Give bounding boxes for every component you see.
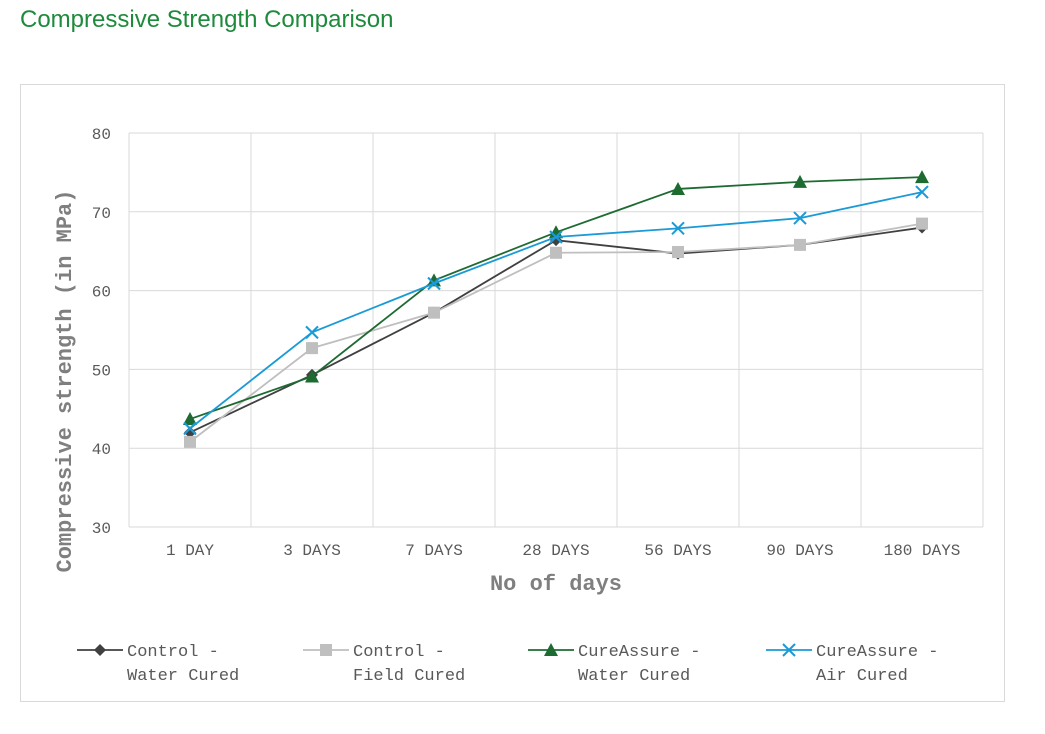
data-point [671,181,685,195]
legend-swatch-marker [94,644,106,656]
data-point [427,276,441,291]
legend-item: CureAssure - Air Cured [766,643,938,686]
y-tick-label: 60 [92,284,111,302]
y-tick-label: 30 [92,520,111,538]
data-point [428,306,440,319]
legend-label: Water Cured [127,667,239,686]
legend-label: Field Cured [353,667,465,686]
legend-swatch-marker [320,644,332,656]
x-tick-label: 7 DAYS [405,542,463,560]
data-point [671,221,685,236]
legend-item: Control - Water Cured [77,643,239,686]
data-point [184,426,196,439]
legend-swatch-marker [782,643,796,657]
chart-frame: 30 40 50 60 70 80 1 DAY 3 DAYS 7 DAYS 28 DAYS 56 … [20,84,1005,702]
x-axis-ticks: 1 DAY 3 DAYS 7 DAYS 28 DAYS 56 DAYS 90 DAYS 18… [166,542,960,560]
chart-legend: Control - Water Cured Control - Field Cured… [77,643,938,686]
x-tick-label: 28 DAYS [522,542,589,560]
y-axis-title: Compressive strength (in MPa) [53,190,78,573]
data-point [184,435,196,448]
x-tick-label: 180 DAYS [884,542,961,560]
x-tick-label: 56 DAYS [644,542,711,560]
data-point [305,325,319,340]
x-tick-label: 90 DAYS [766,542,833,560]
marker-stroke [782,643,796,657]
data-point [549,230,563,244]
chart-gridlines [128,132,984,528]
x-tick-label: 1 DAY [166,542,214,560]
data-point [183,412,197,426]
series-3 [183,170,929,426]
marker-stroke [915,185,929,199]
legend-label: Water Cured [578,667,690,686]
data-point [915,170,929,184]
marker-stroke [549,230,563,244]
legend-label: CureAssure - [578,643,700,662]
page-title: Compressive Strength Comparison [20,6,394,33]
data-point [306,342,318,355]
marker-stroke [671,221,685,236]
x-axis-title: No of days [490,572,622,597]
marker-stroke [183,421,197,436]
data-point [550,246,562,259]
marker-stroke [793,211,807,225]
data-point [793,174,807,188]
marker-stroke [305,325,319,340]
data-point [915,185,929,199]
data-point [793,211,807,225]
marker-stroke [427,276,441,291]
line-chart: 30 40 50 60 70 80 1 DAY 3 DAYS 7 DAYS 28 DAYS 56 … [53,126,984,686]
x-tick-label: 3 DAYS [283,542,341,560]
legend-swatch-marker [544,643,558,656]
data-point [794,238,806,251]
y-axis-ticks: 30 40 50 60 70 80 [92,126,111,538]
y-tick-label: 40 [92,441,111,459]
series-line [189,176,923,420]
legend-label: Control - [353,643,445,662]
data-point [183,421,197,436]
legend-item: CureAssure - Water Cured [528,643,700,686]
chart-series [183,170,929,448]
y-tick-label: 50 [92,362,111,380]
y-tick-label: 70 [92,205,111,223]
legend-label: Air Cured [816,667,908,686]
data-point [305,369,319,383]
data-point [672,245,684,258]
legend-item: Control - Field Cured [303,643,465,686]
legend-label: CureAssure - [816,643,938,662]
legend-label: Control - [127,643,219,662]
series-2 [184,217,928,448]
y-tick-label: 80 [92,126,111,144]
series-4 [183,185,929,436]
data-point [916,217,928,230]
data-point [549,225,563,239]
